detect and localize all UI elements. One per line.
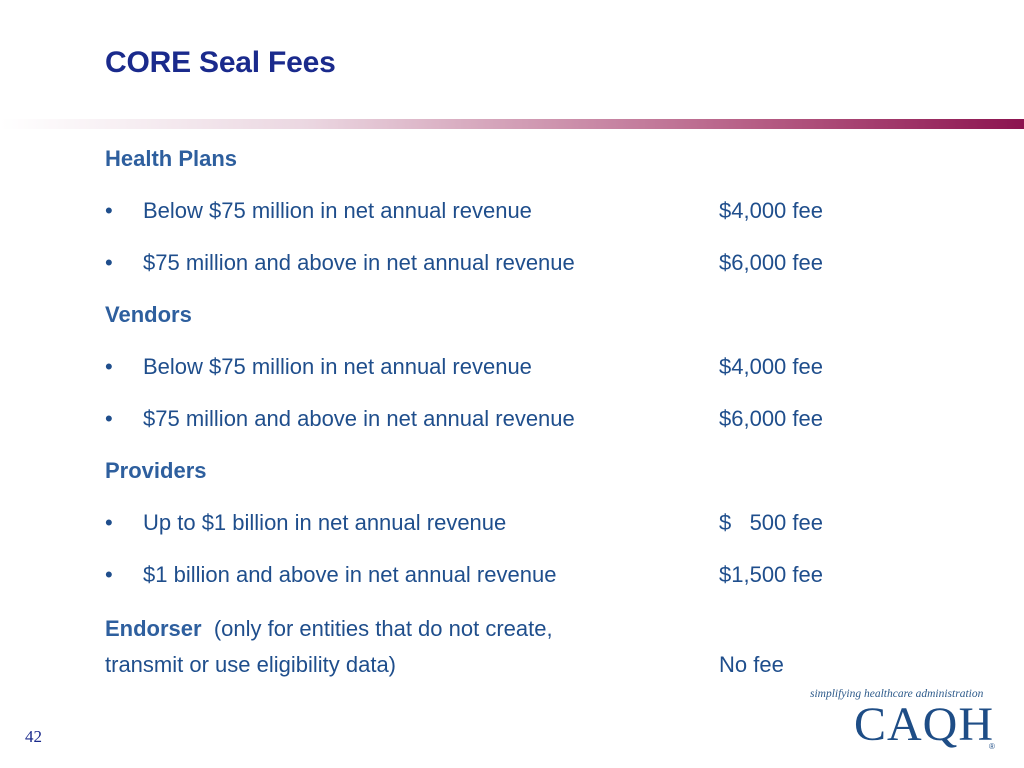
bullet: • [105,510,113,535]
registered-mark: ® [989,742,995,751]
endorser-line-2: transmit or use eligibility data) No fee [105,652,865,682]
item-fee: $6,000 fee [719,250,823,275]
bullet: • [105,562,113,587]
list-item: • Up to $1 billion in net annual revenue… [105,510,865,540]
section-heading-vendors: Vendors [105,302,192,327]
section-heading-health-plans: Health Plans [105,146,238,171]
item-label: $75 million and above in net annual reve… [143,406,575,431]
list-item: • $1 billion and above in net annual rev… [105,562,865,592]
list-item: • $75 million and above in net annual re… [105,250,865,280]
title-divider [0,119,1024,129]
item-label: $75 million and above in net annual reve… [143,250,575,275]
endorser-line-1: Endorser (only for entities that do not … [105,616,553,642]
item-label: $1 billion and above in net annual reven… [143,562,557,587]
item-label: Below $75 million in net annual revenue [143,354,532,379]
logo-wordmark: CAQH [854,698,995,751]
item-fee: $4,000 fee [719,354,823,379]
item-fee: $4,000 fee [719,198,823,223]
section-heading-providers: Providers [105,458,207,483]
bullet: • [105,406,113,431]
bullet: • [105,354,113,379]
logo-tagline: simplifying healthcare administration [810,688,984,700]
page-number: 42 [25,727,42,746]
endorser-note: (only for entities that do not create, [213,616,553,641]
list-item: • Below $75 million in net annual revenu… [105,354,865,384]
slide-title: CORE Seal Fees [105,46,336,79]
item-label: Below $75 million in net annual revenue [143,198,532,223]
item-fee: $ 500 fee [719,510,823,535]
list-item: • Below $75 million in net annual revenu… [105,198,865,228]
item-fee: $6,000 fee [719,406,823,431]
bullet: • [105,250,113,275]
section-heading-endorser: Endorser [105,616,202,641]
bullet: • [105,198,113,223]
caqh-logo: simplifying healthcare administration CA… [806,688,1006,758]
endorser-note-continued: transmit or use eligibility data) [105,652,397,677]
item-label: Up to $1 billion in net annual revenue [143,510,507,535]
item-fee: $1,500 fee [719,562,823,587]
endorser-fee: No fee [719,652,784,677]
list-item: • $75 million and above in net annual re… [105,406,865,436]
